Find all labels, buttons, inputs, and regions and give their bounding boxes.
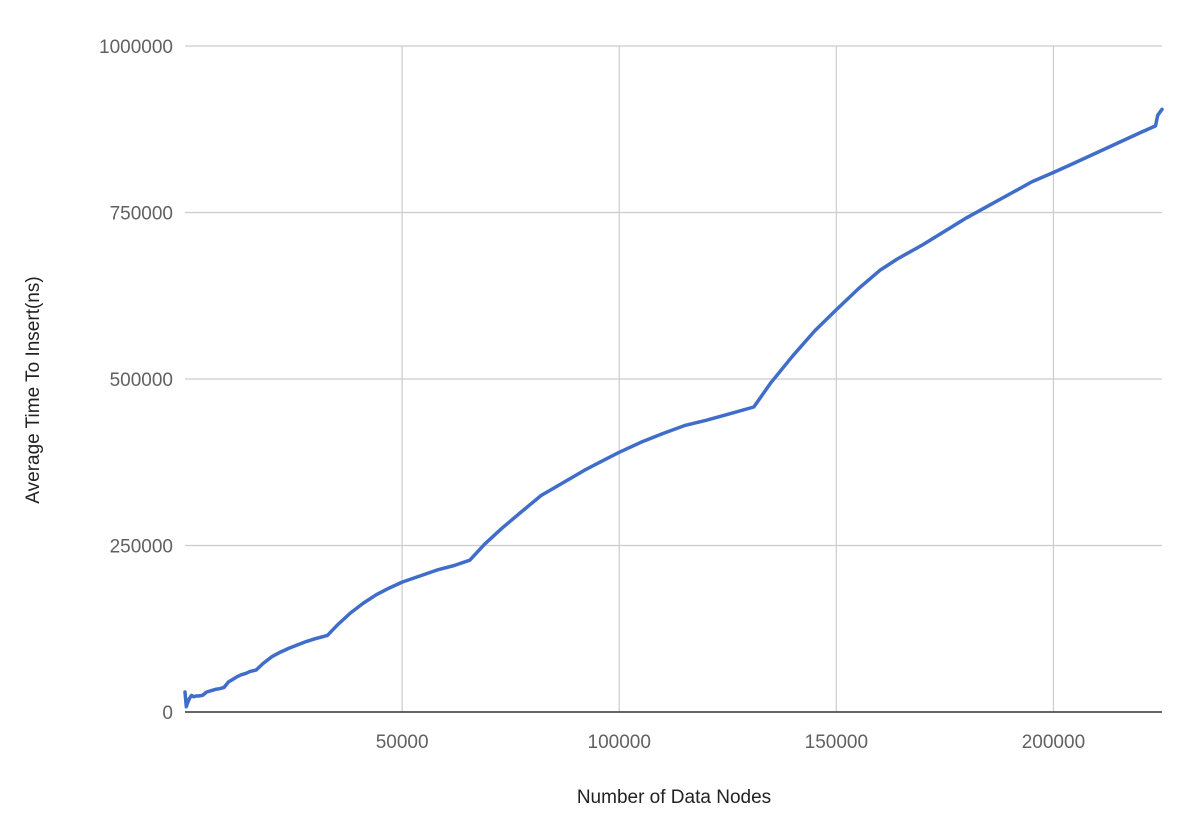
series-line xyxy=(183,107,1164,709)
x-axis-title: Number of Data Nodes xyxy=(577,787,771,808)
tick-labels: 0 250000 500000 750000 1000000 50000 100000 150… xyxy=(99,37,1085,753)
y-tick-label: 1000000 xyxy=(99,37,173,58)
x-tick-label: 150000 xyxy=(805,732,868,753)
x-tick-label: 50000 xyxy=(376,732,429,753)
y-tick-label: 0 xyxy=(162,703,173,724)
y-tick-label: 500000 xyxy=(110,370,173,391)
x-tick-label: 200000 xyxy=(1022,732,1085,753)
gridlines xyxy=(185,45,1162,712)
y-axis-title: Average Time To Insert(ns) xyxy=(23,276,44,503)
y-tick-label: 750000 xyxy=(110,204,173,225)
x-tick-label: 100000 xyxy=(588,732,651,753)
y-tick-label: 250000 xyxy=(110,537,173,558)
series-layer xyxy=(183,107,1164,709)
